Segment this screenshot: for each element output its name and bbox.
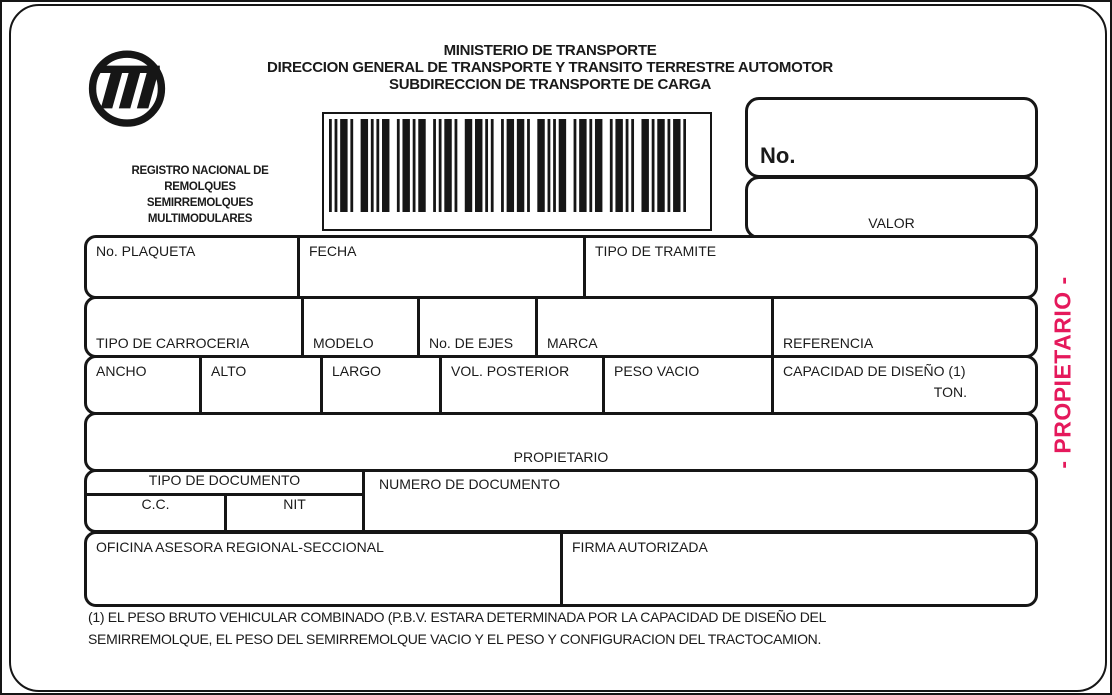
subdirection-title: SUBDIRECCION DE TRANSPORTE DE CARGA [388, 76, 712, 93]
barcode-icon [329, 119, 687, 212]
direction-title: DIRECCION GENERAL DE TRANSPORTE Y TRANSI… [267, 59, 833, 76]
footnote-line1: (1) EL PESO BRUTO VEHICULAR COMBINADO (P… [88, 609, 827, 625]
form-border [9, 4, 1107, 692]
tipo-documento-label: TIPO DE DOCUMENTO [148, 472, 301, 488]
field-marca[interactable]: MARCA [535, 299, 774, 355]
number-field[interactable]: No. [745, 97, 1038, 178]
alto-label: ALTO [211, 363, 247, 379]
row-oficina-firma: OFICINA ASESORA REGIONAL-SECCIONAL FIRMA… [84, 531, 1038, 607]
field-largo[interactable]: LARGO [320, 358, 442, 412]
valor-label: VALOR [868, 215, 915, 231]
ton-label: TON. [933, 384, 967, 400]
field-tipo-carroceria[interactable]: TIPO DE CARROCERIA [87, 299, 301, 355]
field-ancho[interactable]: ANCHO [87, 358, 199, 412]
numero-documento-label: NUMERO DE DOCUMENTO [379, 476, 560, 492]
peso-vacio-label: PESO VACIO [614, 363, 700, 379]
cc-label: C.C. [141, 496, 170, 512]
vol-posterior-label: VOL. POSTERIOR [451, 363, 570, 379]
propietario-side-label: - PROPIETARIO - [1049, 276, 1076, 469]
row-dimensiones: ANCHO ALTO LARGO VOL. POSTERIOR PESO VAC… [84, 355, 1038, 415]
number-label: No. [760, 143, 796, 168]
field-tipo-tramite[interactable]: TIPO DE TRAMITE [583, 238, 1035, 296]
field-peso-vacio[interactable]: PESO VACIO [602, 358, 774, 412]
referencia-label: REFERENCIA [783, 335, 874, 351]
marca-label: MARCA [547, 335, 598, 351]
header-titles: MINISTERIO DE TRANSPORTE DIRECCION GENER… [150, 42, 950, 93]
field-modelo[interactable]: MODELO [301, 299, 420, 355]
capacidad-diseno-label: CAPACIDAD DE DISEÑO (1) [783, 363, 966, 379]
footnote-line2: SEMIRREMOLQUE, EL PESO DEL SEMIRREMOLQUE… [88, 630, 822, 647]
field-alto[interactable]: ALTO [199, 358, 323, 412]
no-plaqueta-label: No. PLAQUETA [96, 243, 196, 259]
modelo-label: MODELO [313, 335, 374, 351]
firma-autorizada-label: FIRMA AUTORIZADA [572, 539, 708, 555]
field-referencia[interactable]: REFERENCIA [771, 299, 1035, 355]
row-documento: TIPO DE DOCUMENTO C.C. NIT NUMERO DE DOC… [84, 469, 1038, 533]
tipo-tramite-label: TIPO DE TRAMITE [595, 243, 717, 259]
valor-field[interactable]: VALOR [745, 176, 1038, 239]
no-de-ejes-label: No. DE EJES [429, 335, 514, 351]
row-carroceria-modelo-ejes-marca-referencia: TIPO DE CARROCERIA MODELO No. DE EJES MA… [84, 296, 1038, 358]
field-nit[interactable]: NIT [227, 496, 365, 530]
nit-label: NIT [283, 496, 306, 512]
ministry-title: MINISTERIO DE TRANSPORTE [443, 42, 657, 59]
ancho-label: ANCHO [96, 363, 147, 379]
field-oficina-asesora[interactable]: OFICINA ASESORA REGIONAL-SECCIONAL [87, 534, 560, 604]
field-no-de-ejes[interactable]: No. DE EJES [417, 299, 538, 355]
tipo-carroceria-label: TIPO DE CARROCERIA [96, 335, 250, 351]
ministerio-transporte-logo-icon [88, 50, 166, 127]
field-fecha[interactable]: FECHA [297, 238, 586, 296]
registry-title: REGISTRO NACIONAL DE REMOLQUES SEMIRREMO… [131, 165, 269, 225]
field-no-plaqueta[interactable]: No. PLAQUETA [87, 238, 297, 296]
field-vol-posterior[interactable]: VOL. POSTERIOR [439, 358, 605, 412]
oficina-asesora-label: OFICINA ASESORA REGIONAL-SECCIONAL [96, 539, 384, 555]
propietario-label: PROPIETARIO [513, 449, 609, 465]
largo-label: LARGO [332, 363, 382, 379]
fecha-label: FECHA [309, 243, 357, 259]
row-plaqueta-fecha-tramite: No. PLAQUETA FECHA TIPO DE TRAMITE [84, 235, 1038, 299]
field-capacidad-diseno[interactable]: CAPACIDAD DE DISEÑO (1) TON. [771, 358, 1035, 412]
barcode-box [322, 112, 712, 231]
tipo-documento-header: TIPO DE DOCUMENTO [87, 472, 365, 496]
footnote: (1) EL PESO BRUTO VEHICULAR COMBINADO (P… [88, 607, 1048, 650]
field-numero-documento[interactable]: NUMERO DE DOCUMENTO [365, 472, 1035, 530]
field-propietario[interactable]: PROPIETARIO [84, 412, 1038, 472]
field-cc[interactable]: C.C. [87, 496, 227, 530]
field-firma-autorizada[interactable]: FIRMA AUTORIZADA [560, 534, 1035, 604]
